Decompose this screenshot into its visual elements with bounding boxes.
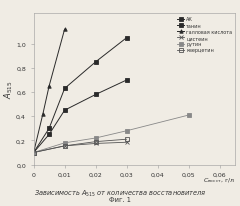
галловая кислота (63, 29, 66, 31)
Text: $C_{\mathrm{восст}}$, г/л: $C_{\mathrm{восст}}$, г/л (203, 175, 235, 184)
Line: галловая кислота: галловая кислота (32, 28, 66, 154)
АК (48, 128, 51, 130)
рутин (32, 152, 35, 154)
рутин (63, 142, 66, 144)
Line: рутин: рутин (32, 114, 190, 154)
цистеин (32, 152, 35, 154)
Line: АК: АК (32, 37, 128, 154)
Legend: АК, танин, галловая кислота, цистеин, рутин, кверцетин: АК, танин, галловая кислота, цистеин, ру… (176, 17, 233, 54)
кверцетин (94, 141, 97, 143)
цистеин (94, 143, 97, 145)
галловая кислота (32, 152, 35, 154)
Text: Зависимость $A_{515}$ от количества восстановителя: Зависимость $A_{515}$ от количества восс… (34, 187, 206, 198)
Y-axis label: $A_{515}$: $A_{515}$ (2, 80, 15, 99)
танин (63, 109, 66, 112)
Line: кверцетин: кверцетин (32, 138, 128, 154)
танин (48, 133, 51, 136)
кверцетин (32, 152, 35, 154)
галловая кислота (48, 85, 51, 88)
цистеин (125, 141, 128, 144)
танин (125, 79, 128, 82)
Line: цистеин: цистеин (32, 141, 128, 154)
АК (125, 37, 128, 40)
рутин (94, 137, 97, 140)
рутин (187, 114, 190, 117)
Text: Фиг. 1: Фиг. 1 (109, 196, 131, 202)
танин (32, 152, 35, 154)
кверцетин (63, 145, 66, 147)
АК (32, 152, 35, 154)
рутин (125, 130, 128, 132)
Line: танин: танин (32, 79, 128, 154)
галловая кислота (42, 113, 44, 116)
АК (63, 88, 66, 90)
АК (94, 61, 97, 64)
цистеин (63, 145, 66, 147)
кверцетин (125, 138, 128, 141)
танин (94, 94, 97, 96)
